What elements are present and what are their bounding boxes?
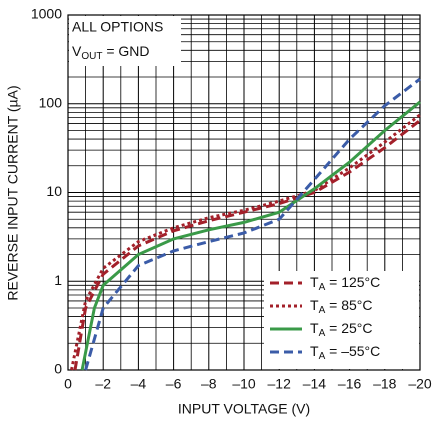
legend-part: = –55°C — [325, 343, 380, 359]
x-tick-label: –12 — [268, 376, 292, 392]
annotation: ALL OPTIONS — [72, 19, 163, 35]
y-tick-label: 0 — [54, 361, 62, 377]
legend-label: TA = 125°C — [310, 274, 380, 293]
x-tick-label: –2 — [95, 376, 111, 392]
plot-frame — [67, 14, 421, 371]
x-tick-label: –20 — [408, 376, 432, 392]
x-tick-label: –16 — [338, 376, 362, 392]
annotation-box — [69, 16, 181, 66]
x-tick-label: –6 — [166, 376, 182, 392]
legend-sub: A — [319, 282, 326, 293]
legend-part: T — [310, 343, 319, 359]
annotation-sub: OUT — [81, 51, 102, 62]
annotation-part: = GND — [102, 43, 149, 59]
series-line — [70, 113, 421, 371]
x-tick-label: –4 — [131, 376, 147, 392]
series-line — [80, 100, 421, 371]
x-axis-label: INPUT VOLTAGE (V) — [178, 401, 310, 417]
legend-label: TA = 25°C — [310, 320, 372, 339]
legend-part: = 85°C — [325, 297, 372, 313]
legend-sub: A — [319, 328, 326, 339]
legend-part: T — [310, 274, 319, 290]
x-tick-label: –14 — [303, 376, 327, 392]
x-tick-label: –18 — [373, 376, 397, 392]
y-tick-label: 1000 — [31, 6, 62, 22]
legend-part: T — [310, 297, 319, 313]
y-axis-label: REVERSE INPUT CURRENT (µA) — [5, 85, 21, 300]
legend-part: = 125°C — [325, 274, 380, 290]
series-line — [84, 77, 421, 371]
y-tick-label: 1 — [54, 272, 62, 288]
legend-label: TA = –55°C — [310, 343, 380, 362]
legend-sub: A — [319, 351, 326, 362]
y-tick-label: 100 — [39, 94, 63, 110]
x-tick-label: 0 — [64, 376, 72, 392]
x-tick-label: –10 — [232, 376, 256, 392]
legend-label: TA = 85°C — [310, 297, 372, 316]
series-line — [73, 119, 421, 371]
annotation: VOUT = GND — [72, 43, 150, 62]
x-tick-label: –8 — [201, 376, 217, 392]
legend-part: = 25°C — [325, 320, 372, 336]
y-tick-label: 10 — [46, 183, 62, 199]
legend-part: T — [310, 320, 319, 336]
legend-sub: A — [319, 305, 326, 316]
annotation-part: V — [72, 43, 82, 59]
